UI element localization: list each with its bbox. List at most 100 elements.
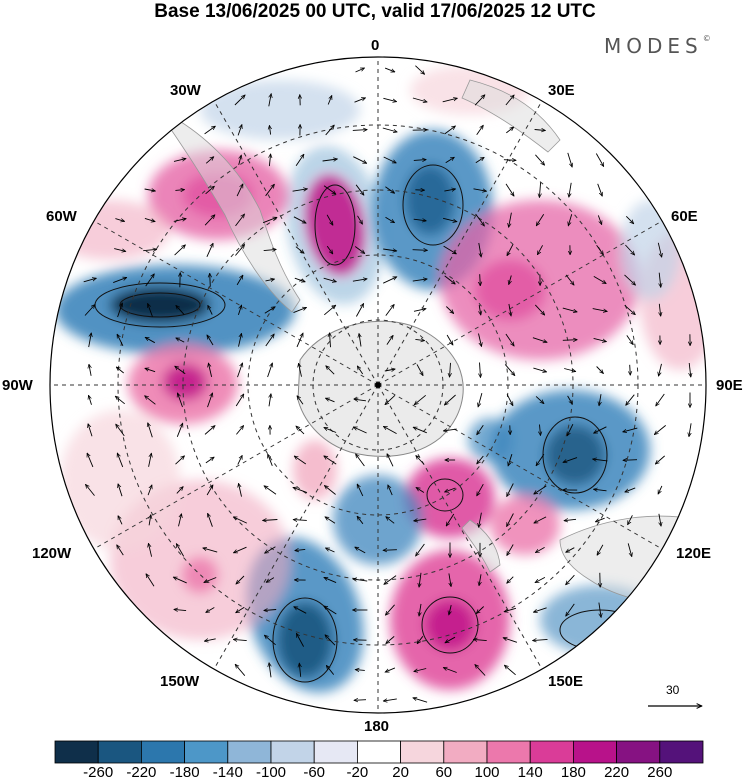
wind-vector [86,484,95,496]
wind-vector [566,547,575,553]
wind-vector [206,485,213,496]
wind-vector [412,279,427,281]
wind-vector [624,304,636,314]
wind-vector [354,246,365,254]
wind-vector [387,485,393,496]
wind-vector [657,242,661,257]
wind-vector [352,279,367,282]
colorbar-tick-label: 20 [392,764,409,781]
wind-vector [626,394,635,406]
wind-vector [357,516,364,525]
wind-vector [479,304,481,315]
south-america [169,119,301,313]
wind-vector [236,184,244,197]
wind-vector [383,699,397,701]
wind-vector [564,368,576,372]
colorbar-swatch [659,740,704,764]
wind-vector [149,515,151,526]
wind-vector [384,67,395,72]
wind-vector [178,393,183,408]
wind-vector [268,454,273,466]
colorbar-swatch [573,740,618,764]
wind-vector [178,514,182,527]
wind-vector [446,334,453,345]
wind-vector [535,154,544,165]
wind-vector [533,367,546,372]
wind-vector [116,367,124,374]
wind-vector [444,189,455,191]
wind-vector [173,219,186,222]
wind-vector [355,547,366,554]
lon-label-120e: 120E [676,545,712,562]
wind-vector [477,455,484,464]
wind-vector [563,457,578,463]
wind-vector [567,152,572,167]
wind-vector [173,159,186,162]
wind-vector [84,305,95,316]
wind-vector [505,183,514,196]
wind-vector [383,426,397,434]
wind-vector [536,453,545,466]
wind-vector [443,429,457,431]
wind-vector [562,340,577,341]
wind-vector [262,217,277,224]
wind-vector [327,96,332,105]
wind-vector [176,423,182,437]
wind-vector [326,214,333,225]
wind-vector [534,130,546,131]
wind-vector [416,488,425,493]
wind-vector [475,157,484,164]
wind-vector [88,424,93,437]
wind-vector [565,274,574,285]
wind-vector [503,160,516,161]
wind-vector [294,456,307,465]
wind-vector [322,159,338,161]
wind-vector [296,633,304,647]
wind-vector [207,335,214,346]
wind-vector [324,456,337,465]
wind-vector [355,67,365,73]
wind-vector [176,544,185,557]
wind-vector [264,635,276,646]
lon-label-60w: 60W [46,208,77,225]
colorbar-tick-label: -140 [212,764,243,781]
wind-vector [623,460,638,461]
wind-vector [504,607,517,611]
wind-vector [594,426,607,434]
wind-vector [118,484,123,497]
wind-vector [475,665,486,676]
colorbar-tick-label: 140 [517,764,543,781]
wind-vector [268,94,271,107]
wind-vector [264,610,277,611]
wind-vector [414,519,427,521]
wind-vector [234,95,245,106]
wind-vector [535,547,545,552]
wind-vector [383,97,396,101]
wind-vector [173,576,187,584]
wind-vector [299,363,302,377]
wind-vector [113,277,127,284]
wind-vector [627,543,632,556]
wind-vector [597,544,604,555]
wind-vector [509,212,512,228]
wind-vector [236,606,245,613]
wind-vector [295,154,304,167]
colorbar [54,740,704,764]
wind-vector [507,244,514,255]
wind-vector [443,245,457,254]
wind-vector [535,396,544,403]
wind-vector [147,485,152,496]
africa [461,79,561,153]
wind-vector [233,639,247,640]
wind-vector [267,363,273,378]
wind-vector [444,126,456,135]
wind-vector [507,483,514,497]
colorbar-tick-label: 100 [474,764,500,781]
wind-vector [115,396,125,405]
wind-vector [208,513,213,527]
wind-vector [383,249,397,251]
wind-vector [293,520,307,521]
wind-vector [449,573,451,586]
wind-vector [505,95,514,106]
wind-vector [357,366,364,375]
